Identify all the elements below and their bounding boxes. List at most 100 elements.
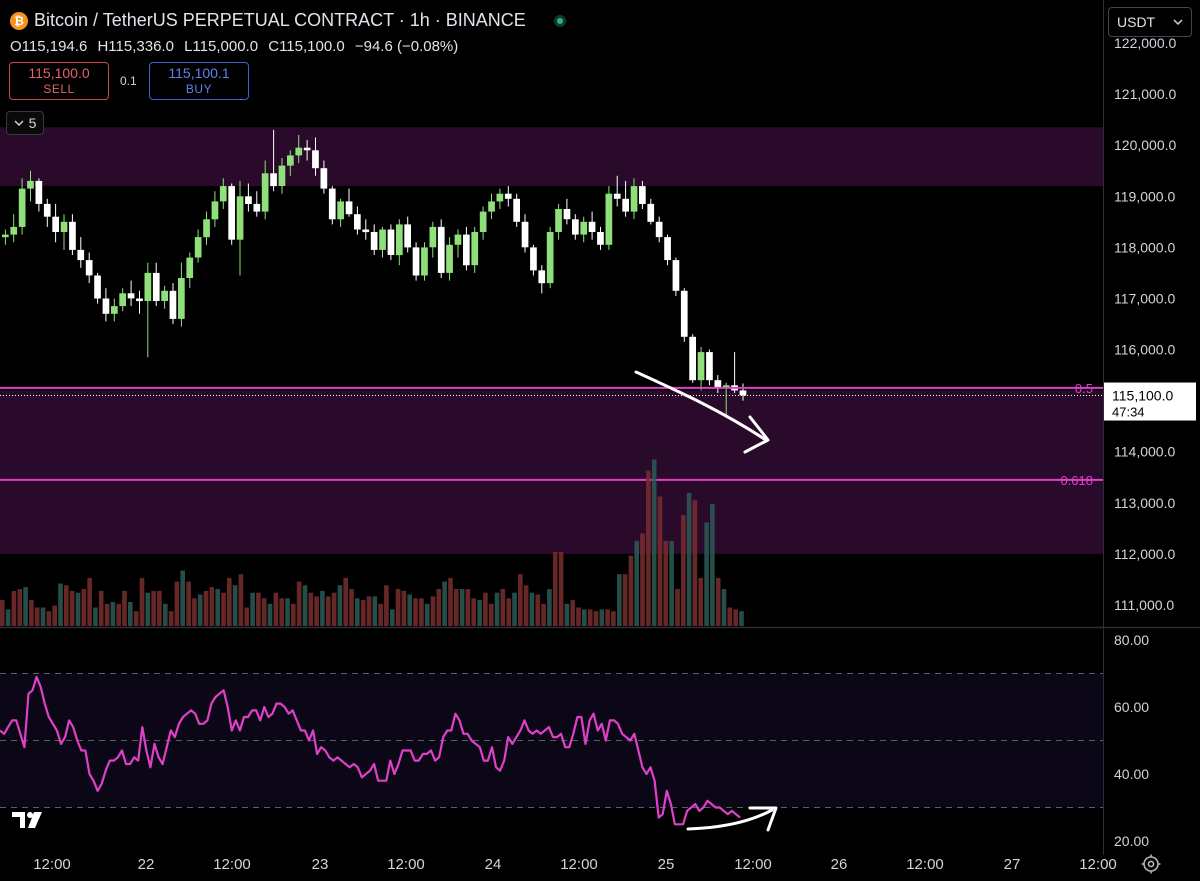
candle-body [572, 219, 579, 235]
candle [10, 214, 18, 243]
candle-body [706, 352, 713, 381]
candle-body [370, 232, 378, 250]
volume-bar [93, 607, 98, 626]
candle-body [77, 249, 85, 261]
candle [672, 257, 680, 296]
volume-bar [261, 598, 267, 627]
candle [211, 191, 219, 227]
volume-bar [320, 590, 325, 626]
drawings [634, 370, 778, 832]
current-price-label: 115,100.0 [1112, 388, 1173, 404]
volume-bar [325, 596, 331, 626]
candle-body [287, 155, 294, 166]
volume-bar [541, 603, 546, 626]
rsi-tick-label: 80.00 [1114, 632, 1149, 648]
chevron-down-icon [1173, 19, 1183, 26]
candle-body [102, 298, 110, 314]
volume-bar [529, 592, 535, 626]
candle [136, 290, 143, 314]
indicators-toggle-button[interactable]: 5 [6, 111, 44, 135]
candle [236, 180, 244, 276]
volume-bar [232, 585, 238, 626]
candle [521, 214, 529, 253]
candle [119, 288, 126, 312]
price-tick-label: 116,000.0 [1114, 342, 1175, 358]
candle-body [647, 203, 655, 222]
candle [345, 188, 353, 217]
volume-bar [646, 470, 651, 626]
candle [60, 214, 68, 250]
symbol-header[interactable]: ₿ Bitcoin / TetherUS PERPETUAL CONTRACT … [10, 10, 566, 31]
time-tick-label: 12:00 [906, 856, 944, 873]
volume-bar [657, 496, 663, 626]
volume-bar [23, 587, 28, 626]
candle-body [739, 390, 747, 396]
spread-value: 0.1 [120, 74, 137, 88]
candle [647, 198, 655, 225]
candle [77, 237, 85, 268]
candle-body [496, 193, 504, 202]
candle [287, 150, 294, 176]
volume-bar [145, 592, 151, 626]
volume-bar [442, 581, 447, 626]
volume-bar [308, 592, 314, 626]
currency-select[interactable]: USDT [1108, 7, 1192, 37]
candle-body [211, 201, 219, 220]
price-tick-label: 118,000.0 [1114, 239, 1175, 255]
candle [379, 226, 386, 258]
candle [169, 283, 177, 324]
time-tick-label: 23 [312, 856, 329, 873]
candle-body [303, 147, 311, 151]
candle-body [639, 186, 646, 204]
buy-button[interactable]: 115,100.1 BUY [149, 62, 249, 100]
market-status-icon[interactable] [553, 14, 566, 27]
volume-bar [628, 555, 634, 626]
volume-bar [98, 590, 104, 626]
candle-body [278, 165, 286, 186]
candle-body [429, 226, 437, 248]
candle [127, 280, 135, 307]
candle-body [85, 260, 93, 276]
price-tick-label: 112,000.0 [1114, 546, 1175, 562]
volume-bar [285, 598, 290, 627]
settings-gear-icon[interactable] [1140, 853, 1162, 875]
candle [278, 158, 286, 194]
volume-bar [454, 589, 459, 626]
candle-body [35, 180, 43, 204]
candle [714, 375, 722, 393]
volume-bar [221, 592, 226, 626]
candle [178, 262, 185, 327]
candle-body [219, 186, 227, 202]
volume-bar [215, 589, 220, 626]
time-tick-label: 24 [485, 856, 502, 873]
sell-button[interactable]: 115,100.0 SELL [9, 62, 109, 100]
volume-bar [360, 600, 366, 626]
candle [639, 180, 646, 209]
tradingview-logo-icon[interactable] [12, 810, 48, 830]
volume-bar [448, 577, 453, 626]
volume-bar [34, 607, 40, 626]
supply-demand-zone [0, 390, 1103, 554]
volume-bar [331, 592, 337, 626]
volume-bar [430, 596, 436, 626]
candle [530, 244, 537, 276]
candle [194, 229, 202, 263]
candle-body [43, 203, 51, 217]
volume-bar [296, 581, 302, 626]
price-tick-label: 111,000.0 [1114, 597, 1174, 613]
candle-body [152, 272, 160, 301]
candle-body [127, 293, 135, 299]
volume-bar [168, 611, 174, 626]
down-arrow-head [743, 415, 770, 454]
volume-bar [465, 589, 471, 626]
sell-price: 115,100.0 [28, 65, 90, 81]
volume-bar [407, 594, 412, 626]
price-tick-label: 113,000.0 [1114, 495, 1175, 511]
candle-body [60, 221, 68, 232]
candle [27, 170, 34, 202]
candle [228, 183, 235, 245]
fib-level-label: 0.5 [1075, 381, 1093, 396]
volume-pane [0, 459, 744, 627]
candle [328, 186, 336, 225]
